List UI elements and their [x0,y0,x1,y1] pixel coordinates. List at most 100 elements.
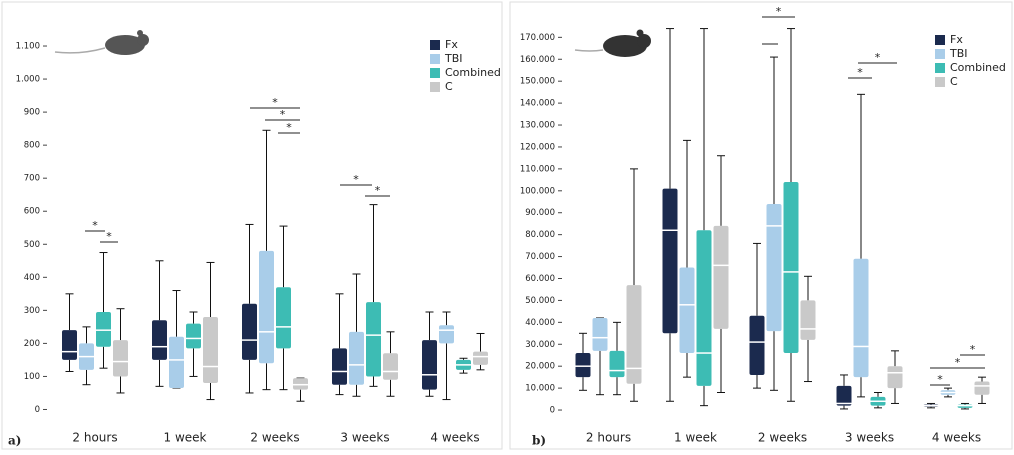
significance-star: * [970,343,976,356]
y-tick-label: 1.100 [16,42,40,52]
box [383,353,398,379]
box [975,382,990,395]
y-tick-label: 100.000 [520,186,555,196]
box [96,312,111,347]
legend-label: Combined [445,66,501,79]
box [576,353,591,377]
box [276,287,291,348]
y-tick-label: 1.000 [16,75,40,85]
x-tick-label: 2 hours [72,431,117,445]
y-tick-label: 0 [550,406,555,416]
x-tick-label: 2 weeks [758,431,807,445]
y-tick-label: 110.000 [520,164,555,174]
legend-label: TBI [949,47,968,60]
box [242,304,257,360]
significance-star: * [106,230,112,243]
y-tick-label: 50.000 [525,296,555,306]
significance-star: * [92,219,98,232]
x-tick-label: 3 weeks [845,431,894,445]
legend-swatch [430,68,440,78]
box [439,325,454,343]
box [152,320,167,360]
y-tick-label: 70.000 [525,252,555,262]
legend-label: Combined [950,61,1006,74]
legend-label: C [950,75,958,88]
legend-swatch [430,40,440,50]
significance-star: * [280,108,286,121]
legend-label: C [445,80,453,93]
y-tick-label: 800 [24,141,40,151]
significance-star: * [937,373,943,386]
y-tick-label: 90.000 [525,208,555,218]
box [767,204,782,331]
box [62,330,77,360]
box [113,340,128,376]
legend-swatch [935,49,945,59]
box [888,366,903,388]
y-tick-label: 600 [24,207,40,217]
significance-star: * [875,51,881,64]
box [680,268,695,354]
x-tick-label: 1 week [674,431,717,445]
box [366,302,381,376]
significance-star: * [353,173,359,186]
legend-swatch [935,35,945,45]
legend-swatch [935,77,945,87]
y-tick-label: 0 [35,405,40,415]
significance-star: * [776,5,782,18]
box [663,189,678,334]
panel-label: b) [532,434,546,448]
box [203,317,218,383]
box [332,348,347,384]
legend-label: Fx [950,33,963,46]
box [610,351,625,377]
box [837,386,852,406]
significance-star: * [286,121,292,134]
y-tick-label: 400 [24,273,40,283]
box [473,352,488,365]
significance-star: * [857,66,863,79]
box [349,332,364,385]
x-tick-label: 1 week [164,431,207,445]
y-tick-label: 10.000 [525,384,555,394]
y-tick-label: 20.000 [525,362,555,372]
box [293,378,308,390]
panel-label: a) [8,434,21,448]
box [750,316,765,375]
y-tick-label: 900 [24,108,40,118]
y-tick-label: 100 [24,372,40,382]
box [259,251,274,363]
box [186,324,201,349]
y-tick-label: 500 [24,240,40,250]
x-tick-label: 2 weeks [250,431,299,445]
y-tick-label: 60.000 [525,274,555,284]
significance-star: * [272,96,278,109]
box [169,337,184,388]
significance-star: * [375,184,381,197]
mouse-icon [55,30,149,55]
x-tick-label: 4 weeks [430,431,479,445]
y-tick-label: 150.000 [520,77,555,87]
y-tick-label: 170.000 [520,33,555,43]
y-tick-label: 200 [24,339,40,349]
legend-label: TBI [444,52,463,65]
legend-swatch [935,63,945,73]
box [801,300,816,339]
box [854,259,869,377]
mouse-icon [575,30,651,58]
y-tick-label: 700 [24,174,40,184]
y-tick-label: 160.000 [520,55,555,65]
x-tick-label: 4 weeks [932,431,981,445]
box [422,340,437,390]
legend-swatch [430,54,440,64]
box [714,226,729,329]
x-tick-label: 3 weeks [340,431,389,445]
box [697,230,712,386]
y-tick-label: 120.000 [520,142,555,152]
y-tick-label: 30.000 [525,340,555,350]
box [784,182,799,353]
y-tick-label: 40.000 [525,318,555,328]
significance-star: * [955,356,961,369]
y-tick-label: 140.000 [520,99,555,109]
x-tick-label: 2 hours [586,431,631,445]
